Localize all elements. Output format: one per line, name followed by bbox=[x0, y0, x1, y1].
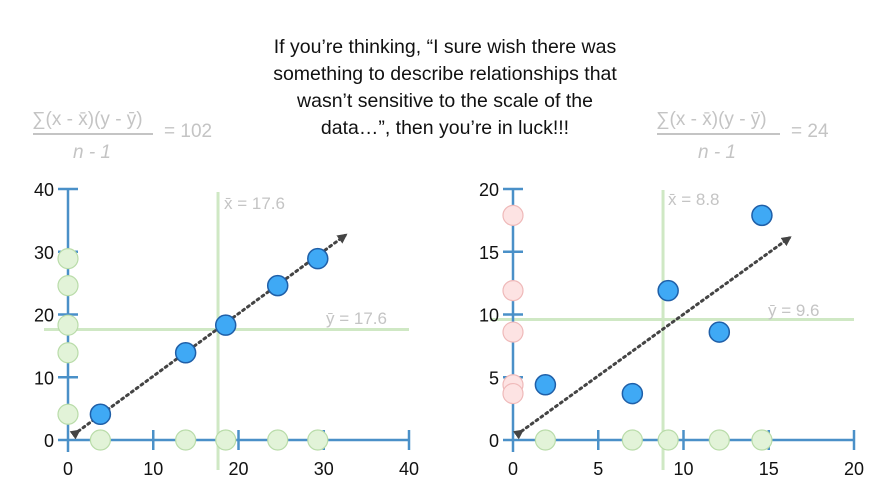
left-data-point bbox=[266, 274, 289, 297]
right-y-projection-point bbox=[502, 321, 524, 343]
formula-right-result: = 24 bbox=[791, 121, 829, 142]
right-data-points bbox=[534, 204, 773, 405]
right-x-tick-label: 5 bbox=[593, 459, 603, 479]
left-x-projection-point bbox=[175, 429, 197, 451]
caption-text: If you’re thinking, “I sure wish there w… bbox=[225, 34, 665, 142]
caption-line-4: data…”, then you’re in luck!!! bbox=[320, 117, 570, 139]
left-y-tick-label: 30 bbox=[34, 243, 54, 263]
caption-line-1: If you’re thinking, “I sure wish there w… bbox=[273, 36, 617, 58]
left-y-projection-point bbox=[57, 248, 79, 270]
right-data-point bbox=[621, 382, 644, 405]
left-x-tick-label: 0 bbox=[63, 459, 73, 479]
right-x-tick-label: 0 bbox=[508, 459, 518, 479]
right-data-point bbox=[657, 279, 679, 302]
left-x-mean-label: x̄ = 17.6 bbox=[224, 194, 285, 213]
left-y-projection-point bbox=[57, 275, 79, 297]
right-trend-arrow bbox=[512, 236, 792, 440]
right-x-projection-point bbox=[621, 429, 643, 451]
right-y-tick-label: 10 bbox=[479, 306, 499, 326]
left-x-tick-label: 20 bbox=[228, 459, 248, 479]
left-x-tick-label: 40 bbox=[399, 459, 419, 479]
left-x-tick-label: 10 bbox=[143, 459, 163, 479]
right-x-tick-label: 10 bbox=[673, 459, 693, 479]
formula-left-denominator: n - 1 bbox=[73, 142, 111, 163]
right-x-mean-label: x̄ = 8.8 bbox=[668, 190, 720, 209]
right-data-point bbox=[534, 374, 557, 396]
left-y-tick-label: 40 bbox=[34, 180, 54, 200]
left-x-projection-point bbox=[267, 429, 289, 451]
right-x-projection-point bbox=[708, 429, 730, 451]
scatter-chart-left: x̄ = 17.6 ȳ = 17.6 0 10 20 30 40 0 10 20 30 40 bbox=[34, 180, 419, 479]
right-x-projection-point bbox=[657, 429, 679, 451]
right-y-projection-point bbox=[502, 204, 524, 226]
right-y-projection-point bbox=[502, 382, 524, 405]
left-y-projection-point bbox=[57, 403, 79, 425]
left-x-projection-point bbox=[215, 429, 237, 451]
right-mean-lines: x̄ = 8.8 ȳ = 9.6 bbox=[490, 190, 854, 470]
left-data-point bbox=[214, 314, 237, 336]
scatter-chart-right: x̄ = 8.8 ȳ = 9.6 0 5 10 15 20 0 5 10 15 20 bbox=[479, 180, 864, 479]
formula-left-result: = 102 bbox=[164, 121, 212, 142]
left-y-tick-label: 0 bbox=[44, 431, 54, 451]
right-y-tick-label: 5 bbox=[489, 368, 499, 388]
right-x-tick-label: 15 bbox=[759, 459, 779, 479]
right-data-point bbox=[751, 204, 773, 227]
right-y-mean-label: ȳ = 9.6 bbox=[768, 301, 820, 320]
caption-line-2: something to describe relationships that bbox=[273, 63, 617, 85]
right-data-point bbox=[708, 321, 731, 343]
left-trend-arrow bbox=[69, 233, 348, 440]
formula-right-denominator: n - 1 bbox=[698, 142, 736, 163]
caption-line-3: wasn’t sensitive to the scale of the bbox=[297, 90, 593, 112]
left-x-tick-label: 30 bbox=[314, 459, 334, 479]
left-x-projection-point bbox=[307, 429, 329, 451]
left-y-projection-point bbox=[57, 314, 79, 336]
left-data-points bbox=[89, 247, 329, 426]
formula-right-numerator: ∑(x - x̄)(y - ȳ) bbox=[656, 109, 767, 130]
left-data-point bbox=[174, 342, 197, 364]
formula-right: ∑(x - x̄)(y - ȳ) n - 1 = 24 bbox=[656, 109, 829, 163]
left-y-mean-label: ȳ = 17.6 bbox=[326, 309, 387, 328]
right-y-tick-label: 15 bbox=[479, 243, 499, 263]
formula-left: ∑(x - x̄)(y - ȳ) n - 1 = 102 bbox=[32, 109, 212, 163]
left-y-tick-label: 20 bbox=[34, 306, 54, 326]
right-x-projection-point bbox=[751, 429, 773, 451]
right-y-projection-point bbox=[502, 280, 524, 302]
right-x-projection-point bbox=[534, 429, 556, 451]
right-y-tick-label: 0 bbox=[489, 431, 499, 451]
left-data-point bbox=[307, 247, 329, 270]
formula-left-numerator: ∑(x - x̄)(y - ȳ) bbox=[32, 109, 143, 130]
left-y-projection-point bbox=[57, 342, 79, 364]
left-x-projection-point bbox=[89, 429, 111, 451]
left-y-tick-label: 10 bbox=[34, 368, 54, 388]
right-x-tick-label: 20 bbox=[844, 459, 864, 479]
left-data-point bbox=[89, 403, 112, 426]
right-projection-points bbox=[502, 204, 773, 451]
right-y-tick-label: 20 bbox=[479, 180, 499, 200]
